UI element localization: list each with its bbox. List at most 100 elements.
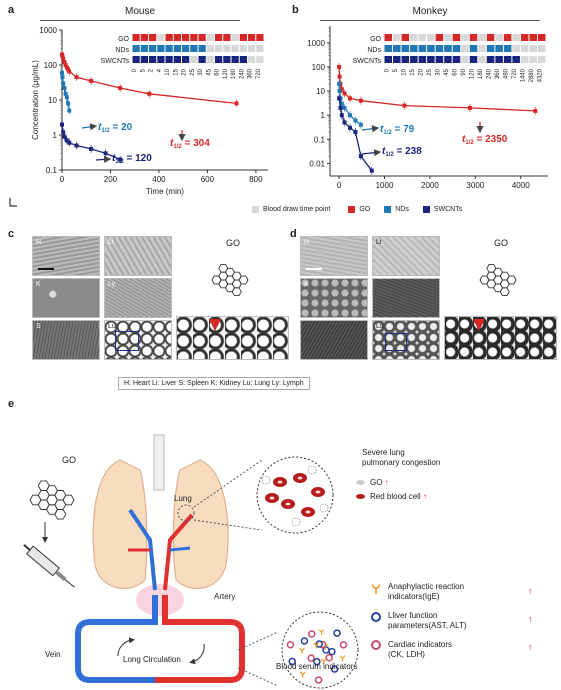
red-arrow-marker <box>473 319 485 331</box>
lung-label: Lung <box>174 494 192 503</box>
draw-cell <box>393 34 401 41</box>
half-life-label: t1/2 = 304 <box>170 138 210 150</box>
y-tick-label: 0.1 <box>46 166 58 175</box>
draw-cell <box>132 45 140 52</box>
annotation-arrow <box>361 149 382 157</box>
draw-cell <box>520 45 529 52</box>
panel-title-monkey: Monkey <box>412 6 448 17</box>
draw-cell <box>198 34 206 41</box>
draw-time-label: 2880 <box>529 68 535 82</box>
heart <box>136 584 184 616</box>
serum-particle <box>300 637 309 645</box>
draw-cell <box>384 34 393 41</box>
ige-molecule <box>299 647 305 654</box>
draw-cell <box>418 45 427 52</box>
lung-zoom-spot <box>177 504 195 522</box>
draw-cell <box>410 56 418 63</box>
draw-cell <box>239 34 247 41</box>
serum-item-cardiac: Cardiac indicators (CK, LDH) <box>388 640 453 659</box>
circulation-label: Long Circulation <box>123 655 181 664</box>
lung-item-rbc: Red blood cell ↑ <box>356 492 427 501</box>
serum-particle <box>307 630 316 638</box>
panel-title-mouse: Mouse <box>124 6 155 17</box>
draw-cell <box>165 45 173 52</box>
draw-cell <box>157 56 165 63</box>
draw-cell <box>256 34 264 41</box>
go-sheet <box>291 517 301 527</box>
draw-time-label: 360 <box>495 68 501 79</box>
draw-time-label: 10 <box>165 68 171 75</box>
draw-cell <box>248 45 256 52</box>
draw-cell <box>140 56 148 63</box>
draw-cell <box>427 45 435 52</box>
draw-time-label: 240 <box>487 68 493 79</box>
y-tick-label: 10 <box>316 87 325 96</box>
draw-cell <box>215 45 223 52</box>
half-life-label: t1/2 = 238 <box>382 146 422 158</box>
corner-mark <box>9 198 17 207</box>
draw-cell <box>190 56 198 63</box>
table-row-label: GO <box>118 36 129 43</box>
go-label-c: GO <box>226 238 241 248</box>
draw-cell <box>503 56 512 63</box>
draw-time-label: 5 <box>393 68 399 72</box>
draw-time-label: 60 <box>215 68 221 75</box>
draw-cell <box>478 34 486 41</box>
hexagon <box>486 263 497 273</box>
draw-time-label: 1440 <box>521 68 527 82</box>
rbc-center <box>277 480 283 484</box>
x-tick-label: 1000 <box>376 181 394 190</box>
syringe-icon <box>23 544 75 588</box>
hexagon <box>62 494 75 506</box>
draw-cell <box>182 34 190 41</box>
draw-cell <box>537 56 546 63</box>
draw-time-label: 480 <box>504 68 510 79</box>
y-tick-label: 10 <box>48 96 57 105</box>
serum-particle <box>314 676 323 684</box>
draw-cell <box>182 56 190 63</box>
ige-molecule <box>318 629 325 636</box>
draw-cell <box>520 56 529 63</box>
x-tick-label: 2000 <box>421 181 439 190</box>
draw-cell <box>384 45 393 52</box>
draw-time-label: 4320 <box>538 68 544 82</box>
y-tick-label: 0.1 <box>314 135 326 144</box>
draw-time-label: 5 <box>140 68 146 72</box>
draw-cell <box>401 45 410 52</box>
draw-cell <box>469 34 478 41</box>
draw-cell <box>248 56 256 63</box>
table-row-label: NDs <box>115 47 129 54</box>
draw-time-label: 25 <box>190 68 196 75</box>
pulmonary-artery <box>163 513 194 591</box>
draw-cell <box>529 45 537 52</box>
draw-time-label: 30 <box>198 68 204 75</box>
x-tick-label: 600 <box>201 175 215 184</box>
draw-time-label: 0 <box>384 68 390 72</box>
micro-c-kidney: K <box>32 278 100 318</box>
draw-cell <box>529 34 537 41</box>
x-tick-label: 0 <box>60 175 65 184</box>
draw-cell <box>435 56 444 63</box>
y-tick-label: 1000 <box>39 26 57 35</box>
draw-cell <box>157 45 165 52</box>
serum-particle <box>333 629 341 637</box>
draw-cell <box>427 56 435 63</box>
annotation-arrow <box>361 125 380 133</box>
draw-cell <box>503 45 512 52</box>
serum-arrow-liver: ↑ <box>528 614 533 624</box>
x-tick-label: 400 <box>152 175 166 184</box>
draw-cell <box>206 56 214 63</box>
table-row-label: GO <box>370 36 381 43</box>
legend-go: GO <box>359 206 371 213</box>
draw-cell <box>393 56 401 63</box>
micro-c-heart: H <box>32 236 100 276</box>
trachea <box>153 434 165 491</box>
draw-cell <box>537 34 546 41</box>
micro-d-spleen <box>300 320 368 360</box>
hexagon <box>37 480 50 491</box>
micro-d-heart: H <box>300 236 368 276</box>
annotation-arrow <box>81 123 98 131</box>
